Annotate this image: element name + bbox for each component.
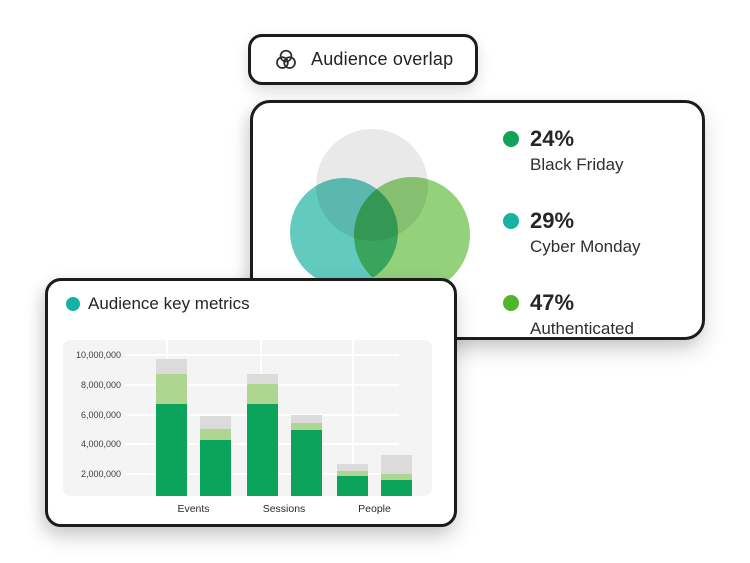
bar-segment (246, 404, 278, 496)
legend-item: 47% Authenticated (503, 291, 641, 339)
bar-segment (156, 404, 187, 496)
legend-dot (503, 213, 519, 229)
gridline (125, 353, 399, 356)
bar-segment (246, 384, 278, 405)
bar-segment (200, 428, 231, 440)
y-axis-label: 8,000,000 (80, 379, 121, 390)
legend-label: Black Friday (530, 155, 624, 174)
bar-segment (381, 474, 412, 480)
y-axis-label: 6,000,000 (80, 409, 121, 420)
overlap-legend: 24% Black Friday 29% Cyber Monday 47% Au… (503, 127, 641, 339)
x-axis-label: Events (177, 503, 210, 515)
legend-item: 29% Cyber Monday (503, 209, 641, 257)
bar-segment (337, 475, 368, 496)
bar-segment (200, 440, 231, 496)
bar-segment (290, 422, 322, 430)
bar-segment (290, 415, 322, 423)
audience-overlap-chip[interactable]: Audience overlap (248, 34, 479, 85)
legend-label: Authenticated (530, 319, 634, 338)
legend-value: 24% (530, 126, 575, 151)
gridline (352, 340, 354, 496)
bar-segment (156, 374, 187, 405)
bar-segment (381, 479, 412, 496)
y-axis-label: 4,000,000 (80, 439, 121, 450)
venn-diagram (253, 103, 493, 343)
metrics-card-title: Audience key metrics (88, 294, 250, 313)
legend-dot (503, 131, 519, 147)
bar-segment (156, 358, 187, 375)
legend-label: Cyber Monday (530, 237, 641, 256)
legend-item: 24% Black Friday (503, 127, 641, 175)
bar-segment (381, 454, 412, 475)
stacked-bar-chart: 2,000,000 4,000,000 6,000,000 8,000,000 10,0… (63, 340, 432, 522)
bar-segment (246, 373, 278, 385)
bar-segment (290, 429, 322, 496)
chip-label: Audience overlap (311, 49, 454, 69)
x-axis-label: People (358, 503, 391, 515)
bar-segment (337, 463, 368, 471)
legend-value: 29% (530, 208, 575, 233)
legend-dot (503, 295, 519, 311)
y-axis-label: 10,000,000 (75, 349, 121, 360)
legend-value: 47% (530, 290, 575, 315)
audience-key-metrics-card: Audience key metrics 2,000,000 4,000,000 6… (45, 278, 457, 527)
metrics-card-header: Audience key metrics (48, 281, 454, 325)
venn-diagram-icon (276, 49, 296, 69)
bar-segment (337, 470, 368, 476)
x-axis-label: Sessions (262, 503, 306, 515)
chart-plot: 2,000,000 4,000,000 6,000,000 8,000,000 10,0… (63, 340, 432, 496)
venn-circle-green (354, 177, 470, 293)
bar-segment (200, 416, 231, 429)
metric-dot (66, 297, 80, 311)
y-axis-label: 2,000,000 (80, 469, 121, 480)
